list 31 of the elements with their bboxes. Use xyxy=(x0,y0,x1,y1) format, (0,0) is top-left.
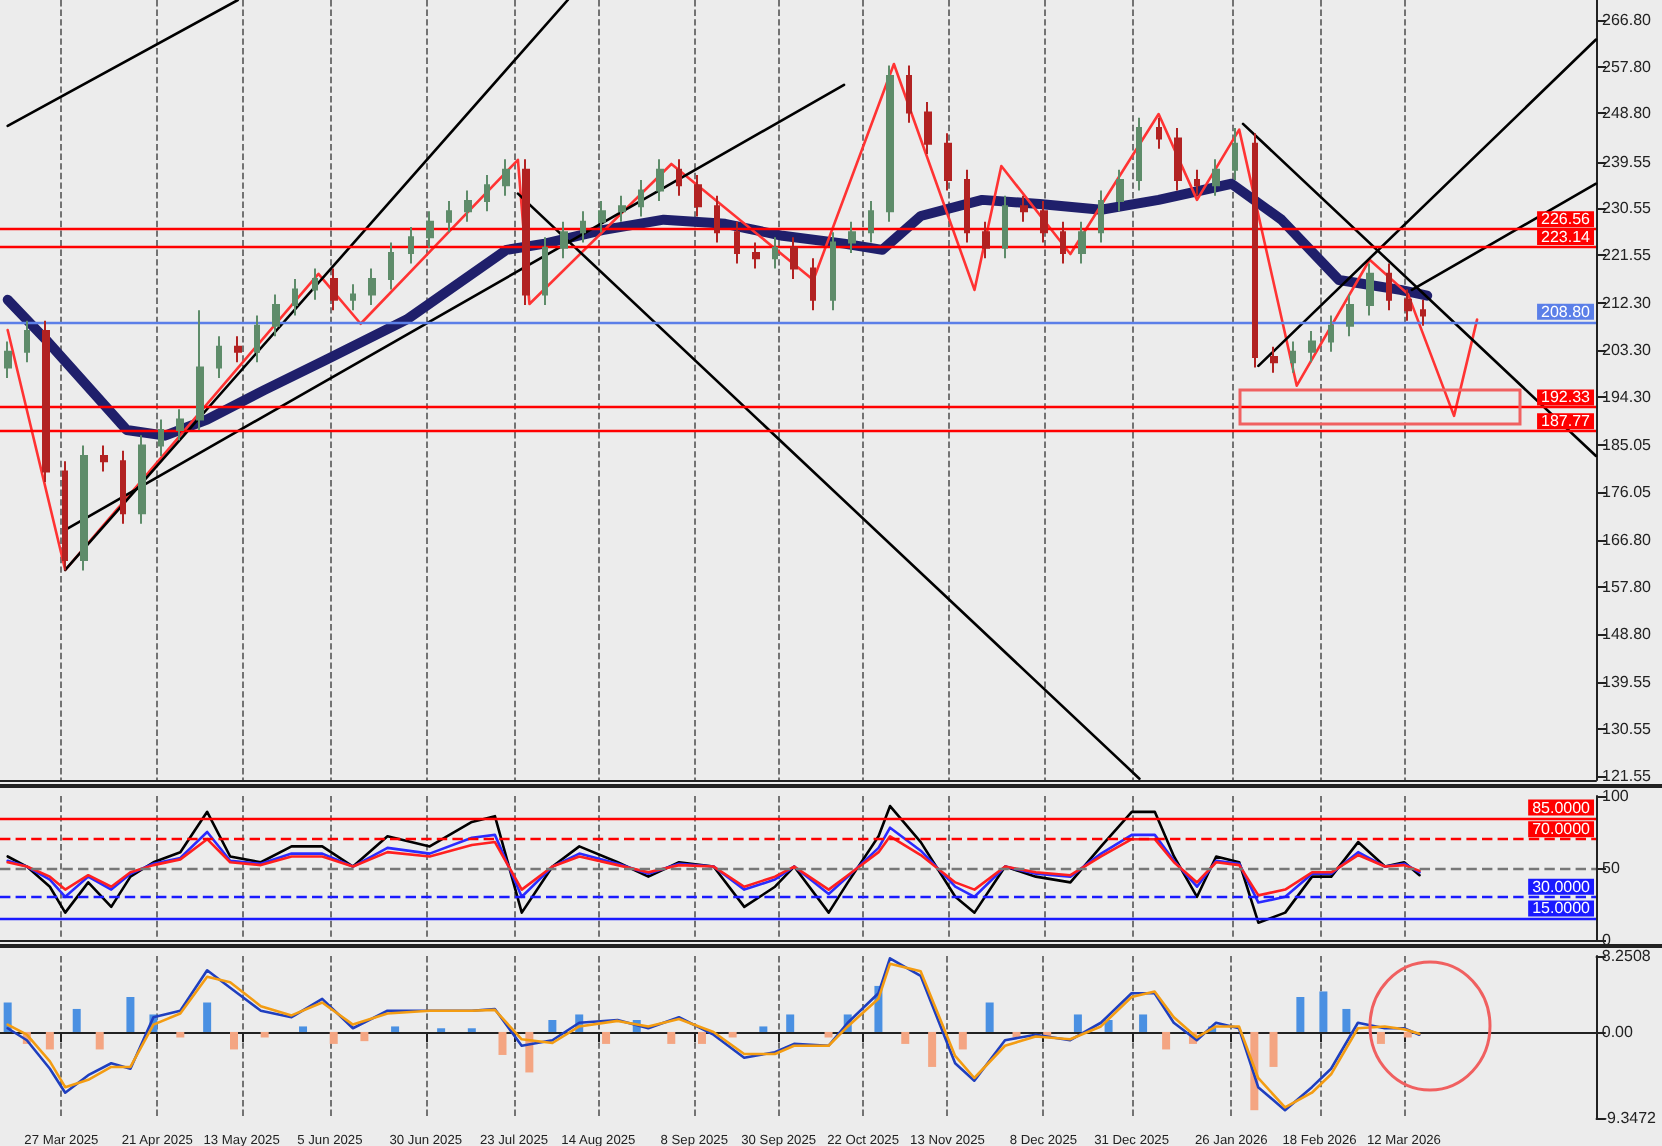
ref-line-label: 30.0000 xyxy=(1532,877,1592,896)
y-tick-label: -9.3472 xyxy=(1601,1109,1658,1127)
ref-line-label: 192.33 xyxy=(1541,388,1592,407)
ref-line-label: 70.0000 xyxy=(1532,820,1592,839)
ref-line-label: 187.77 xyxy=(1541,412,1592,431)
y-tick-label: 176.05 xyxy=(1602,483,1653,502)
y-tick-label: 257.80 xyxy=(1602,57,1653,76)
ref-line-label: 223.14 xyxy=(1541,228,1592,247)
y-tick-label: 121.55 xyxy=(1602,766,1653,785)
y-tick-label: 185.05 xyxy=(1602,436,1653,455)
ref-line-label: 226.56 xyxy=(1541,210,1592,229)
y-tick-label: 221.55 xyxy=(1602,246,1653,265)
ref-line-label: 208.80 xyxy=(1541,302,1592,321)
y-tick-label: 0.00 xyxy=(1601,1022,1634,1041)
y-tick-label: 266.80 xyxy=(1602,10,1653,29)
y-tick-label: 212.30 xyxy=(1602,294,1653,313)
y-tick-label: 203.30 xyxy=(1602,341,1653,360)
ref-line-label: 85.0000 xyxy=(1532,798,1592,817)
y-tick-label: 230.55 xyxy=(1602,199,1653,218)
y-tick-label: 239.55 xyxy=(1602,152,1653,171)
y-tick-label: 8.2508 xyxy=(1601,947,1652,965)
y-tick-label: 166.80 xyxy=(1602,531,1653,550)
ref-line-label: 15.0000 xyxy=(1532,899,1592,918)
y-tick-label: 194.30 xyxy=(1602,388,1653,407)
y-tick-label: 130.55 xyxy=(1602,719,1653,738)
y-tick-label: 100 xyxy=(1602,787,1630,805)
y-tick-label: 139.55 xyxy=(1602,673,1653,692)
y-tick-label: 148.80 xyxy=(1602,624,1653,643)
y-tick-label: 248.80 xyxy=(1602,104,1653,123)
y-tick-label: 157.80 xyxy=(1602,578,1653,597)
y-tick-label: 50 xyxy=(1602,859,1621,877)
